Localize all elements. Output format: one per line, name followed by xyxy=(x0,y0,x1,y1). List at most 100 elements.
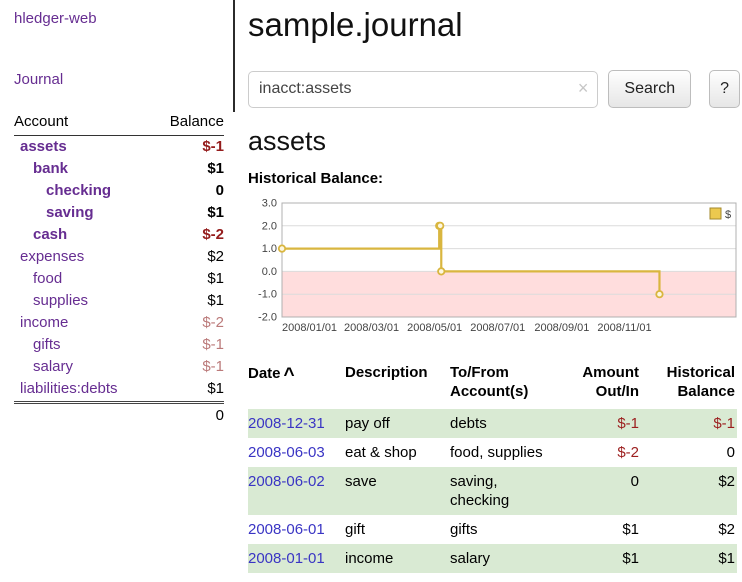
transaction-amount: $1 xyxy=(622,521,639,538)
svg-text:2.0: 2.0 xyxy=(262,220,277,232)
sidebar: hledger-web Journal Account Balance asse… xyxy=(0,0,234,427)
sort-asc-icon: ^ xyxy=(283,365,295,386)
account-column-header: Account xyxy=(14,113,69,130)
balance-column-header: Historical Balance xyxy=(666,364,735,400)
transaction-row: 2008-06-01 gift gifts $1 $2 xyxy=(248,515,737,544)
page-title: sample.journal xyxy=(248,6,463,43)
search-button[interactable]: Search xyxy=(608,70,692,108)
transaction-description: save xyxy=(345,473,377,490)
balance-column-header: Balance xyxy=(169,113,224,130)
account-row: expenses $2 xyxy=(14,246,224,268)
search-bar: × Search ? xyxy=(248,70,740,108)
transaction-accounts: debts xyxy=(450,415,487,432)
transaction-date-link[interactable]: 2008-01-01 xyxy=(248,550,325,567)
transaction-row: 2008-01-01 income salary $1 $1 xyxy=(248,544,737,573)
transaction-balance: 0 xyxy=(726,444,735,461)
svg-text:2008/11/01: 2008/11/01 xyxy=(597,322,651,334)
sidebar-account-gifts[interactable]: gifts xyxy=(33,336,61,353)
account-balance: $2 xyxy=(207,248,224,265)
transaction-date-link[interactable]: 2008-12-31 xyxy=(248,415,325,432)
svg-text:$: $ xyxy=(725,209,731,221)
svg-text:2008/01/01: 2008/01/01 xyxy=(282,322,337,334)
sidebar-account-expenses[interactable]: expenses xyxy=(20,248,85,265)
transaction-balance: $-1 xyxy=(713,415,735,432)
account-row: income $-2 xyxy=(14,312,224,334)
account-balance: $-1 xyxy=(202,138,224,155)
transaction-amount: $-1 xyxy=(617,415,639,432)
account-row: supplies $1 xyxy=(14,290,224,312)
date-header-label: Date xyxy=(248,365,281,382)
sidebar-account-saving[interactable]: saving xyxy=(46,204,94,221)
sidebar-item-journal[interactable]: Journal xyxy=(14,71,64,88)
account-tree: Account Balance assets $-1 bank $1 check… xyxy=(14,113,224,427)
svg-text:2008/07/01: 2008/07/01 xyxy=(470,322,525,334)
account-row: bank $1 xyxy=(14,158,224,180)
transaction-accounts: saving, checking xyxy=(450,473,510,509)
sidebar-account-liabilities-debts[interactable]: liabilities:debts xyxy=(20,380,118,397)
sidebar-account-income[interactable]: income xyxy=(20,314,69,331)
account-row: gifts $-1 xyxy=(14,334,224,356)
sidebar-account-food[interactable]: food xyxy=(33,270,63,287)
total-balance: 0 xyxy=(215,407,224,424)
total-row: 0 xyxy=(14,401,224,427)
transaction-balance: $2 xyxy=(718,473,735,490)
transaction-description: income xyxy=(345,550,394,567)
svg-text:2008/05/01: 2008/05/01 xyxy=(407,322,462,334)
transaction-balance: $2 xyxy=(718,521,735,538)
account-balance: 0 xyxy=(215,182,224,199)
help-button[interactable]: ? xyxy=(709,70,740,108)
transaction-row: 2008-06-02 save saving, checking 0 $2 xyxy=(248,467,737,515)
chart-title: Historical Balance: xyxy=(248,170,384,187)
register-header-row: Date ^ Description To/From Account(s) Amo… xyxy=(248,361,737,409)
sidebar-account-cash[interactable]: cash xyxy=(33,226,68,243)
transaction-accounts: gifts xyxy=(450,521,478,538)
svg-text:2008/09/01: 2008/09/01 xyxy=(534,322,589,334)
account-balance: $-2 xyxy=(202,314,224,331)
transaction-row: 2008-06-03 eat & shop food, supplies $-2… xyxy=(248,438,737,467)
sidebar-account-supplies[interactable]: supplies xyxy=(33,292,89,309)
amount-column-header: Amount Out/In xyxy=(582,364,639,400)
transaction-amount: 0 xyxy=(630,473,639,490)
svg-text:-1.0: -1.0 xyxy=(258,289,277,301)
sidebar-account-bank[interactable]: bank xyxy=(33,160,69,177)
transaction-accounts: salary xyxy=(450,550,491,567)
transaction-description: gift xyxy=(345,521,366,538)
account-balance: $1 xyxy=(207,292,224,309)
transaction-description: eat & shop xyxy=(345,444,417,461)
sidebar-account-checking[interactable]: checking xyxy=(46,182,112,199)
transaction-date-link[interactable]: 2008-06-03 xyxy=(248,444,325,461)
svg-text:2008/03/01: 2008/03/01 xyxy=(344,322,399,334)
transaction-description: pay off xyxy=(345,415,390,432)
sidebar-account-salary[interactable]: salary xyxy=(33,358,74,375)
description-column-header: Description xyxy=(345,364,428,381)
search-input[interactable] xyxy=(248,70,599,108)
register-table: Date ^ Description To/From Account(s) Amo… xyxy=(248,361,737,573)
account-heading: assets xyxy=(248,126,327,156)
account-balance: $1 xyxy=(207,160,224,177)
search-field-wrap: × xyxy=(248,70,599,108)
account-balance: $-1 xyxy=(202,336,224,353)
sidebar-account-assets[interactable]: assets xyxy=(20,138,67,155)
clear-search-icon[interactable]: × xyxy=(577,77,589,98)
date-column-header[interactable]: Date ^ xyxy=(248,361,345,409)
account-tree-header: Account Balance xyxy=(14,113,224,136)
svg-text:3.0: 3.0 xyxy=(262,198,277,210)
account-balance: $1 xyxy=(207,204,224,221)
legend-swatch xyxy=(709,207,722,220)
scrollbar-thumb[interactable] xyxy=(233,0,235,112)
app-title-link[interactable]: hledger-web xyxy=(14,10,97,27)
account-balance: $1 xyxy=(207,380,224,397)
account-row: saving $1 xyxy=(14,202,224,224)
svg-text:1.0: 1.0 xyxy=(262,243,277,255)
account-row: cash $-2 xyxy=(14,224,224,246)
account-balance: $-1 xyxy=(202,358,224,375)
transaction-date-link[interactable]: 2008-06-01 xyxy=(248,521,325,538)
account-balance: $-2 xyxy=(202,226,224,243)
transaction-amount: $-2 xyxy=(617,444,639,461)
transaction-date-link[interactable]: 2008-06-02 xyxy=(248,473,325,490)
transaction-row: 2008-12-31 pay off debts $-1 $-1 xyxy=(248,409,737,438)
account-row: food $1 xyxy=(14,268,224,290)
account-row: assets $-1 xyxy=(14,136,224,158)
account-row: liabilities:debts $1 xyxy=(14,378,224,400)
transaction-amount: $1 xyxy=(622,550,639,567)
